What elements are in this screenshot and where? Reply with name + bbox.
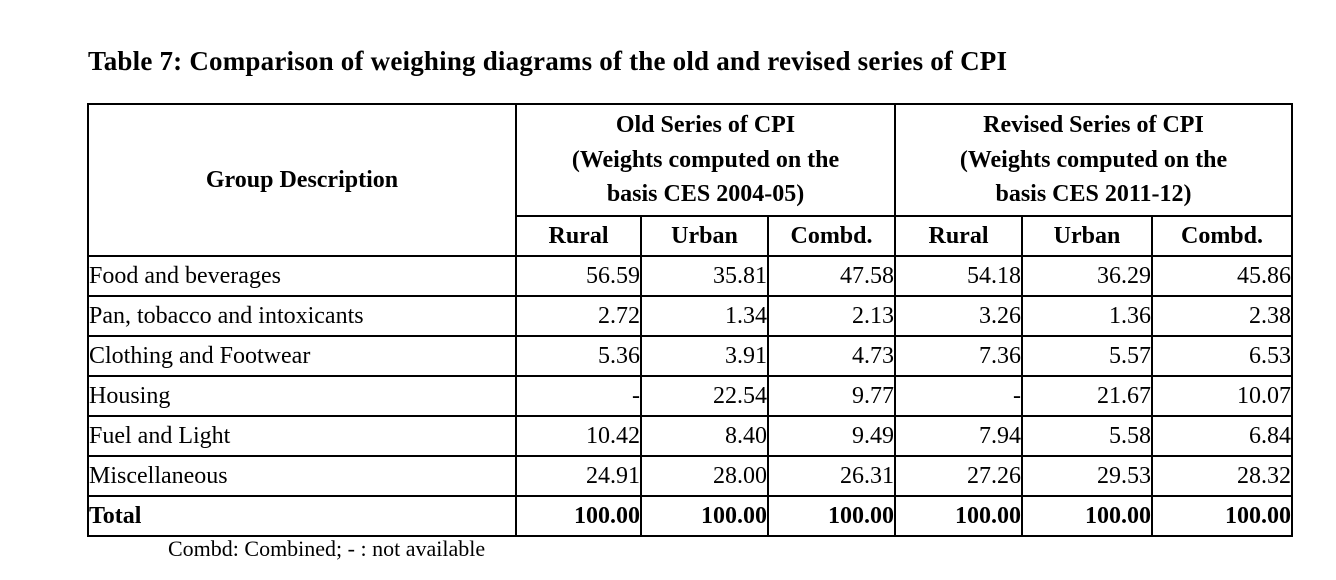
row-label: Fuel and Light — [87, 415, 517, 457]
value-cell: 3.91 — [640, 335, 769, 377]
value-cell: 8.40 — [640, 415, 769, 457]
value-cell: 45.86 — [1151, 255, 1293, 297]
value-cell: 6.84 — [1151, 415, 1293, 457]
value-cell: 2.72 — [515, 295, 642, 337]
value-cell: 4.73 — [767, 335, 896, 377]
value-cell: 5.58 — [1021, 415, 1153, 457]
value-cell: 10.42 — [515, 415, 642, 457]
table-title: Table 7: Comparison of weighing diagrams… — [88, 46, 1008, 76]
value-cell: 2.38 — [1151, 295, 1293, 337]
header-sub-row: Rural Urban Combd. Rural Urban Combd. — [88, 215, 1293, 257]
header-revised-series: Revised Series of CPI (Weights computed … — [894, 103, 1293, 217]
value-cell: 10.07 — [1151, 375, 1293, 417]
value-cell: 5.57 — [1021, 335, 1153, 377]
table-row-miscellaneous: Miscellaneous 24.91 28.00 26.31 27.26 29… — [87, 455, 1293, 497]
header-old-series: Old Series of CPI (Weights computed on t… — [515, 103, 896, 217]
value-cell: 100.00 — [894, 495, 1023, 537]
header-rev-rural: Rural — [894, 215, 1023, 257]
value-cell: 6.53 — [1151, 335, 1293, 377]
value-cell: 2.13 — [767, 295, 896, 337]
value-cell: 35.81 — [640, 255, 769, 297]
value-cell: 21.67 — [1021, 375, 1153, 417]
row-label: Clothing and Footwear — [87, 335, 517, 377]
row-label: Pan, tobacco and intoxicants — [87, 295, 517, 337]
value-cell: 7.94 — [894, 415, 1023, 457]
table-row-housing: Housing - 22.54 9.77 - 21.67 10.07 — [87, 375, 1293, 417]
value-cell: 26.31 — [767, 455, 896, 497]
value-cell: 7.36 — [894, 335, 1023, 377]
table-row-fuel: Fuel and Light 10.42 8.40 9.49 7.94 5.58… — [87, 415, 1293, 457]
value-cell: 5.36 — [515, 335, 642, 377]
header-old-combined: Combd. — [767, 215, 896, 257]
value-cell: 28.32 — [1151, 455, 1293, 497]
value-cell: 27.26 — [894, 455, 1023, 497]
value-cell: 1.36 — [1021, 295, 1153, 337]
header-group-description: Group Description — [87, 103, 517, 257]
value-cell: 56.59 — [515, 255, 642, 297]
cpi-weights-table: Group Description Old Series of CPI (Wei… — [87, 103, 1293, 537]
row-label: Total — [87, 495, 517, 537]
value-cell: 22.54 — [640, 375, 769, 417]
value-cell: 24.91 — [515, 455, 642, 497]
value-cell: - — [515, 375, 642, 417]
value-cell: 36.29 — [1021, 255, 1153, 297]
value-cell: 1.34 — [640, 295, 769, 337]
header-old-urban: Urban — [640, 215, 769, 257]
table-footnote: Combd: Combined; - : not available — [168, 536, 486, 561]
value-cell: 54.18 — [894, 255, 1023, 297]
value-cell: 100.00 — [515, 495, 642, 537]
header-old-rural: Rural — [515, 215, 642, 257]
table-row-clothing: Clothing and Footwear 5.36 3.91 4.73 7.3… — [87, 335, 1293, 377]
row-label: Housing — [87, 375, 517, 417]
header-rev-urban: Urban — [1021, 215, 1153, 257]
value-cell: 3.26 — [894, 295, 1023, 337]
value-cell: 29.53 — [1021, 455, 1153, 497]
table-row-total: Total 100.00 100.00 100.00 100.00 100.00… — [87, 495, 1293, 537]
value-cell: 100.00 — [1151, 495, 1293, 537]
value-cell: 28.00 — [640, 455, 769, 497]
table-row-food: Food and beverages 56.59 35.81 47.58 54.… — [87, 255, 1293, 297]
header-rev-combined: Combd. — [1151, 215, 1293, 257]
value-cell: 9.77 — [767, 375, 896, 417]
header-group-row: Group Description Old Series of CPI (Wei… — [87, 103, 1293, 257]
value-cell: 100.00 — [1021, 495, 1153, 537]
value-cell: 100.00 — [640, 495, 769, 537]
value-cell: 47.58 — [767, 255, 896, 297]
row-label: Food and beverages — [87, 255, 517, 297]
table-row-pan-tobacco: Pan, tobacco and intoxicants 2.72 1.34 2… — [87, 295, 1293, 337]
value-cell: - — [894, 375, 1023, 417]
value-cell: 100.00 — [767, 495, 896, 537]
row-label: Miscellaneous — [87, 455, 517, 497]
value-cell: 9.49 — [767, 415, 896, 457]
